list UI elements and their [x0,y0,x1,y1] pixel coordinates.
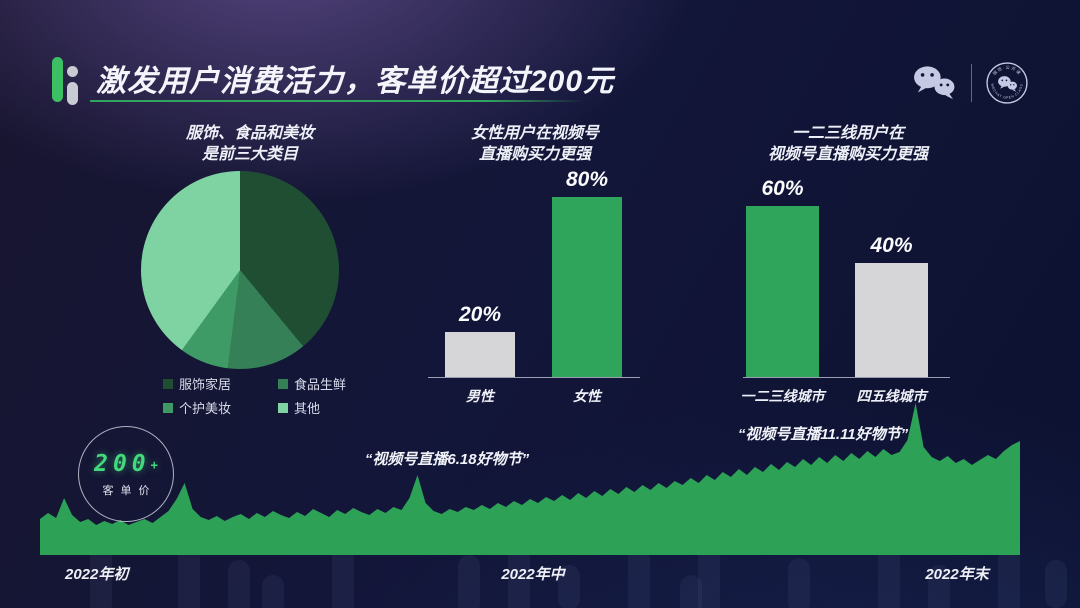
category-pie [141,171,339,369]
legend-swatch [278,378,288,389]
average-order-value-badge: 200+ 客单价 [78,426,174,522]
x-axis-tick-mid: 2022年中 [501,566,565,583]
bar-category-label: 女性 [573,388,601,404]
wechat-open-class-badge-icon: 微信·公开课 WECHAT OPEN CLASS [986,62,1028,104]
wechat-icon [914,66,955,100]
legend-item: 食品生鲜 [278,374,393,393]
pie-legend: 服饰家居 食品生鲜 个护美妆 其他 [163,374,393,417]
legend-swatch [163,378,173,389]
city-chart-baseline [743,377,950,378]
city-chart-title: 一二三线用户在 视频号直播购买力更强 [767,125,928,163]
legend-swatch [163,402,173,413]
badge-label: 客单价 [102,484,157,497]
pie-chart-title: 服饰、食品和美妆 是前三大类目 [185,125,314,163]
bar [855,263,928,377]
annotation-618-festival: “视频号直播6.18好物节” [364,451,530,468]
bar-value-label: 60% [761,177,804,200]
x-axis-tick-end: 2022年末 [925,566,989,583]
brand-area: 微信·公开课 WECHAT OPEN CLASS [911,62,1028,104]
bar-value-label: 80% [565,168,609,191]
bar-category-label: 四五线城市 [856,388,927,404]
legend-label: 其他 [294,401,321,416]
bar [746,206,819,377]
plus-sign: + [150,457,158,472]
bar-value-label: 20% [458,303,502,326]
slide-logo-mark-green-bar [52,57,63,102]
legend-label: 食品生鲜 [294,377,347,392]
bar-category-label: 一二三线城市 [740,388,825,404]
title-underline [90,100,585,102]
legend-swatch [278,402,288,413]
slide-logo-mark-gray-bar [67,82,78,105]
legend-label: 个护美妆 [179,401,232,416]
legend-item: 其他 [278,398,393,417]
brand-divider [971,64,972,102]
badge-value: 200+ [94,450,158,477]
bar-female: 80% 女性 [552,168,622,404]
price-trend-area-chart [40,403,1020,555]
bar-category-label: 男性 [466,388,494,404]
x-axis-tick-start: 2022年初 [65,566,129,583]
gender-chart-baseline [428,377,640,378]
page-title: 激发用户消费活力，客单价超过200元 [96,65,615,98]
bar-value-label: 40% [870,234,913,257]
annotation-1111-festival: “视频号直播11.11好物节” [737,426,909,443]
slide-logo-mark-dot [67,66,78,77]
legend-label: 服饰家居 [179,377,232,392]
gender-chart-title: 女性用户在视频号 直播购买力更强 [470,125,599,163]
legend-item: 服饰家居 [163,374,278,393]
legend-item: 个护美妆 [163,398,278,417]
bar [445,332,515,377]
bar-male: 20% 男性 [445,303,515,404]
bar-tier123: 60% 一二三线城市 [741,177,825,404]
bar-tier45: 40% 四五线城市 [855,234,928,404]
bar [552,197,622,377]
